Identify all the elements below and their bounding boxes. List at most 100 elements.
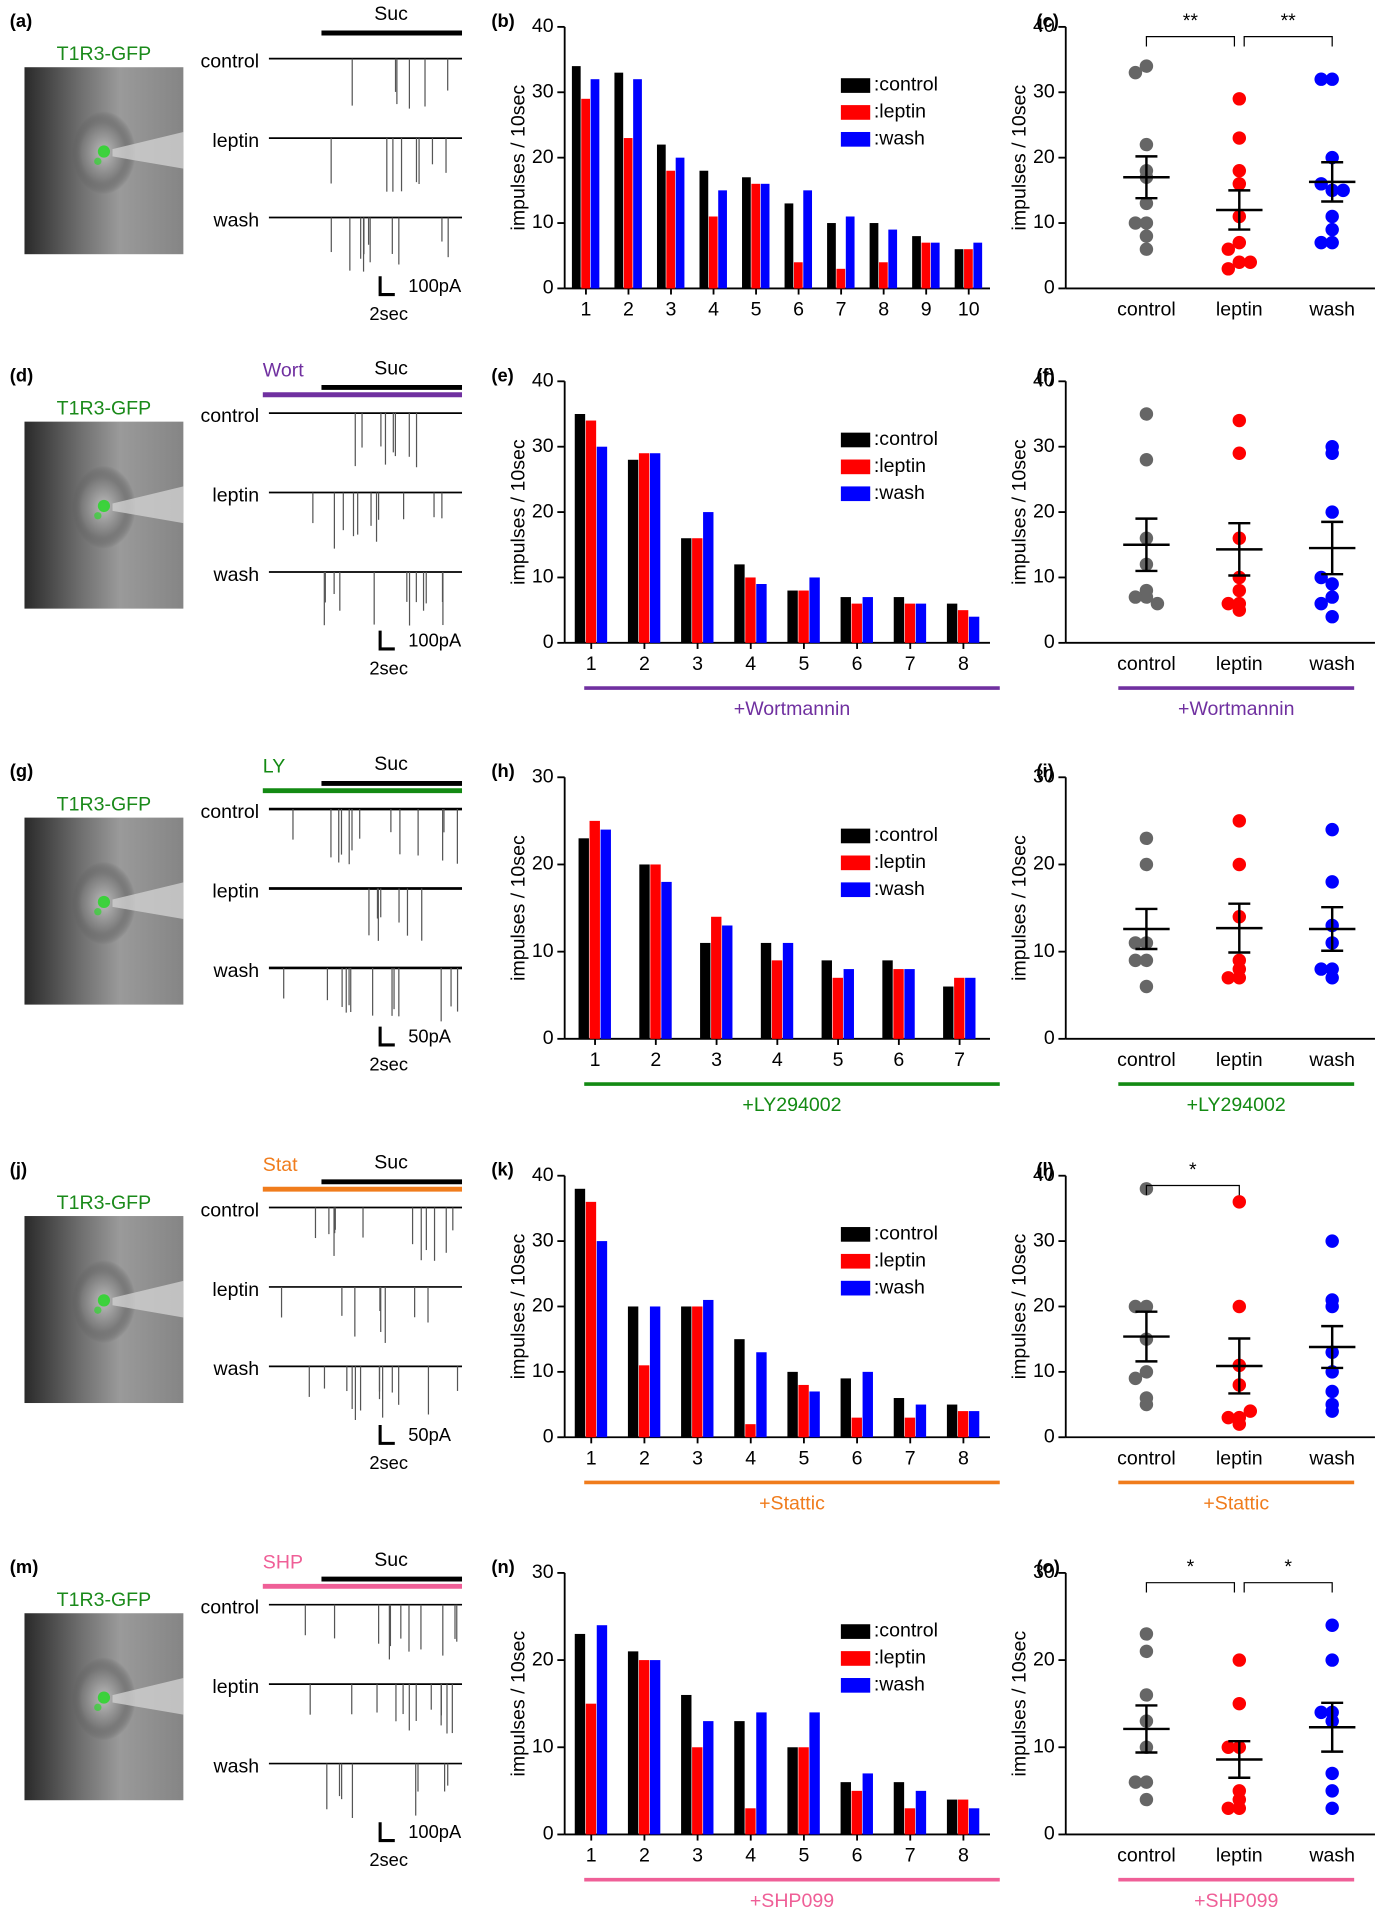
bar: [782, 942, 794, 1039]
data-point: [1139, 216, 1154, 230]
data-point: [1139, 59, 1154, 73]
y-tick-label: 20: [1033, 853, 1055, 875]
data-point: [1139, 453, 1154, 467]
data-point: [1232, 1792, 1247, 1807]
bar: [734, 1339, 745, 1438]
data-point: [1139, 137, 1154, 152]
sem-whisker: [1135, 517, 1158, 573]
x-tick-label: 2: [650, 1049, 661, 1071]
data-point: [1243, 255, 1258, 269]
trace-label: leptin: [212, 130, 259, 152]
bar: [760, 942, 772, 1039]
condition-label: +Stattic: [1203, 1493, 1269, 1515]
x-tick-label: 4: [745, 1845, 756, 1867]
bar: [756, 584, 767, 643]
x-tick-label: wash: [1308, 299, 1355, 321]
bar: [650, 864, 661, 1039]
y-tick-label: 0: [1044, 277, 1055, 299]
bar: [809, 1712, 820, 1835]
legend-swatch: [840, 131, 871, 147]
sem-whisker: [1228, 1337, 1251, 1395]
x-tick-label: 4: [772, 1049, 783, 1071]
bar: [904, 1417, 916, 1438]
x-tick-label: leptin: [1216, 1447, 1263, 1469]
x-tick-label: 10: [958, 299, 980, 321]
y-tick-label: 30: [1033, 1229, 1055, 1251]
bar: [596, 1241, 608, 1438]
bar: [734, 1721, 745, 1835]
data-point: [1325, 971, 1339, 985]
bar: [745, 1808, 756, 1835]
legend-label: :leptin: [874, 101, 926, 123]
bar: [638, 1660, 650, 1835]
bar: [745, 1424, 756, 1438]
x-tick-label: 5: [833, 1049, 844, 1071]
legend-label: :wash: [874, 878, 925, 900]
x-tick-label: 1: [586, 1845, 597, 1867]
data-point: [1139, 1644, 1154, 1659]
legend-swatch: [840, 78, 871, 93]
bar: [711, 916, 722, 1039]
x-tick-label: 6: [893, 1049, 904, 1071]
panel-label: (c): [1036, 10, 1058, 31]
significance-label: **: [1281, 10, 1297, 32]
x-tick-label: control: [1117, 299, 1176, 321]
legend-swatch: [840, 828, 871, 844]
data-point: [1139, 1792, 1154, 1807]
data-point: [1325, 1784, 1339, 1798]
scale-current: 100pA: [408, 275, 462, 296]
data-point: [1221, 1410, 1236, 1425]
data-point: [1325, 590, 1339, 604]
x-tick-label: 3: [711, 1049, 722, 1071]
y-tick-label: 30: [532, 1561, 554, 1583]
chart: (l) 0 10 20 30 40 impulses / 10sec control lepti…: [1009, 1159, 1375, 1515]
bar: [681, 1694, 692, 1835]
data-point: [1232, 446, 1247, 460]
bar: [915, 603, 927, 643]
x-tick-label: leptin: [1216, 653, 1263, 675]
y-axis-label: impulses / 10sec: [508, 835, 530, 981]
data-point: [1232, 583, 1247, 598]
data-point: [1221, 596, 1236, 611]
y-tick-label: 10: [532, 1735, 554, 1757]
x-tick-label: 8: [958, 653, 969, 675]
bar: [649, 453, 661, 643]
drug-label: SHP: [263, 1551, 303, 1573]
bar: [954, 249, 964, 289]
y-tick-label: 30: [1033, 1561, 1055, 1583]
data-point: [1243, 1404, 1258, 1418]
data-point: [1139, 1397, 1154, 1412]
chart: (e) 0 10 20 30 40 impulses / 10sec 1 2 3 4 5 6 7 8:con…: [491, 364, 1000, 720]
data-point: [1128, 1299, 1143, 1314]
x-tick-label: 1: [581, 299, 592, 321]
image-label: T1R3-GFP: [57, 1589, 152, 1611]
legend-swatch: [840, 1253, 871, 1269]
x-tick-label: 4: [745, 1447, 756, 1469]
significance-label: *: [1189, 1159, 1197, 1181]
data-point: [1325, 235, 1339, 250]
x-tick-label: wash: [1308, 1447, 1355, 1469]
panel-label: (k): [491, 1159, 513, 1180]
trace-label: wash: [212, 1755, 259, 1777]
significance-label: **: [1183, 10, 1199, 32]
significance-bracket: [1243, 1582, 1333, 1593]
legend-swatch: [840, 1678, 871, 1693]
x-tick-label: 1: [586, 653, 597, 675]
bar: [708, 216, 718, 289]
data-point: [1139, 1688, 1154, 1702]
trace-label: leptin: [212, 1279, 259, 1301]
trace-label: control: [200, 1597, 259, 1619]
data-point: [1314, 235, 1328, 250]
x-tick-label: 3: [666, 299, 677, 321]
condition-label: +SHP099: [750, 1890, 834, 1912]
bar: [703, 1299, 714, 1438]
y-tick-label: 10: [532, 566, 554, 588]
y-tick-label: 10: [1033, 566, 1055, 588]
y-tick-label: 30: [1033, 765, 1055, 787]
bar: [964, 249, 973, 289]
bar: [904, 969, 915, 1039]
chart: (k) 0 10 20 30 40 impulses / 10sec 1 2 3 4 5 6 7 8:con…: [491, 1159, 1000, 1515]
y-tick-label: 30: [532, 435, 554, 457]
x-tick-label: wash: [1308, 1845, 1355, 1867]
bar: [745, 577, 756, 643]
